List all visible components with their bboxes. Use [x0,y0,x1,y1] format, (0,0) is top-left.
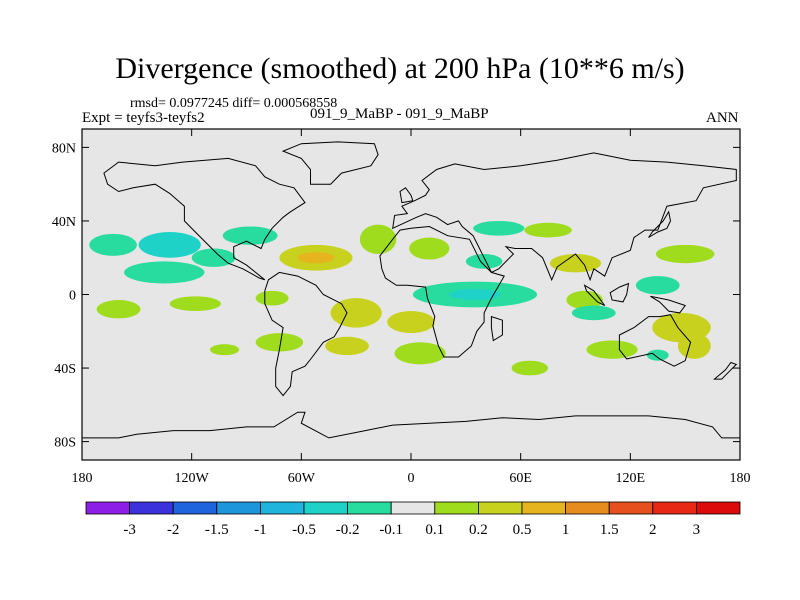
coastline-antarctica [82,411,740,439]
y-tick-label-2: 0 [69,289,76,304]
divergence-field [89,220,715,376]
divergence-region-15 [387,311,435,334]
colorbar-swatch-1 [129,501,174,515]
divergence-region-6 [255,290,289,306]
colorbar-swatch-13 [652,501,697,515]
coastline-uk [399,187,414,204]
colorbar-label-5: -0.2 [336,522,360,538]
coastline-australia [618,314,692,367]
colorbar-swatch-0 [85,501,130,515]
divergence-region-2 [191,248,236,267]
coastline-africa [379,225,505,358]
axis-ticks: 80N 40N 0 40S 80S 180 120W 60W 0 60E 120E 180 [52,129,751,486]
divergence-region-19 [409,237,450,260]
colorbar-label-13: 3 [693,522,701,538]
x-tick-label-5: 120E [616,471,646,486]
season-label: ANN [706,110,739,126]
coastline-sumatra [583,284,606,306]
x-tick-label-6: 180 [730,471,751,486]
divergence-region-12 [359,224,397,255]
y-tick-label-0: 80N [52,141,76,156]
y-tick-label-1: 40N [52,215,76,230]
colorbar-label-3: -1 [254,522,267,538]
colorbar-swatch-10 [521,501,566,515]
y-tick-label-4: 80S [54,436,76,451]
divergence-region-24 [566,290,603,310]
divergence-region-25 [571,305,616,321]
chart-title: Divergence (smoothed) at 200 hPa (10**6 … [115,52,685,85]
divergence-region-11 [297,252,335,264]
divergence-region-14 [325,336,369,356]
colorbar-label-6: -0.1 [379,522,403,538]
colorbar-swatch-6 [347,501,392,515]
stats-line: rmsd= 0.0977245 diff= 0.000568558 [130,96,338,111]
x-tick-label-0: 180 [72,471,93,486]
case-label: 091_9_MaBP - 091_9_MaBP [310,106,489,122]
colorbar-swatch-3 [216,501,261,515]
coastline-japan [648,210,672,238]
x-tick-label-2: 60W [288,471,316,486]
divergence-region-23 [549,254,602,273]
colorbar-label-11: 1.5 [600,522,619,538]
divergence-region-20 [465,254,503,269]
colorbar-swatch-7 [390,501,436,515]
colorbar: -3 -2 -1.5 -1 -0.5 -0.2 -0.1 0.1 0.2 0.5 1 1.5 2 3 [85,501,741,538]
coastline-eurasia [392,152,737,282]
divergence-region-8 [209,344,240,356]
divergence-region-3 [124,261,205,284]
colorbar-swatch-12 [608,501,654,515]
divergence-region-22 [524,222,572,238]
divergence-region-26 [655,244,715,264]
divergence-region-0 [89,233,137,256]
colorbar-swatch-11 [565,501,610,515]
colorbar-swatch-9 [477,501,523,515]
coastline-new-guinea [650,295,687,314]
coastline-new-zealand [713,361,738,380]
divergence-region-18 [449,288,501,301]
colorbar-label-8: 0.2 [469,522,488,538]
coastline-north-america [103,157,306,281]
colorbar-swatch-2 [172,501,218,515]
x-tick-label-4: 60E [509,471,532,486]
divergence-region-7 [255,333,304,352]
coastline-greenland [281,141,379,185]
divergence-region-16 [394,342,446,365]
coastline-south-america [264,271,348,397]
colorbar-swatch-14 [696,501,741,515]
divergence-region-9 [222,226,278,245]
colorbar-label-7: 0.1 [425,522,444,538]
divergence-region-29 [677,333,711,359]
coastline-outline [82,141,740,439]
colorbar-swatch-8 [434,501,479,515]
divergence-region-21 [473,220,525,236]
colorbar-label-10: 1 [562,522,570,538]
colorbar-swatch-5 [303,501,348,515]
colorbar-label-4: -0.5 [292,522,316,538]
divergence-region-5 [169,296,221,312]
divergence-region-30 [586,340,638,359]
y-tick-label-3: 40S [54,362,76,377]
x-tick-label-3: 0 [408,471,415,486]
x-tick-label-1: 120W [175,471,210,486]
colorbar-label-2: -1.5 [205,522,229,538]
plot-background [82,129,740,460]
coastline-borneo [609,282,630,303]
colorbar-label-0: -3 [123,522,136,538]
divergence-region-31 [511,360,549,376]
experiment-label: Expt = teyfs3-teyfs2 [82,110,205,126]
coastline-madagascar [490,315,503,342]
divergence-region-4 [96,300,141,319]
colorbar-label-12: 2 [649,522,657,538]
colorbar-label-9: 0.5 [513,522,532,538]
colorbar-swatch-4 [259,501,305,515]
colorbar-label-1: -2 [167,522,180,538]
divergence-region-27 [635,276,680,295]
divergence-region-1 [138,231,201,258]
divergence-region-32 [646,349,669,361]
